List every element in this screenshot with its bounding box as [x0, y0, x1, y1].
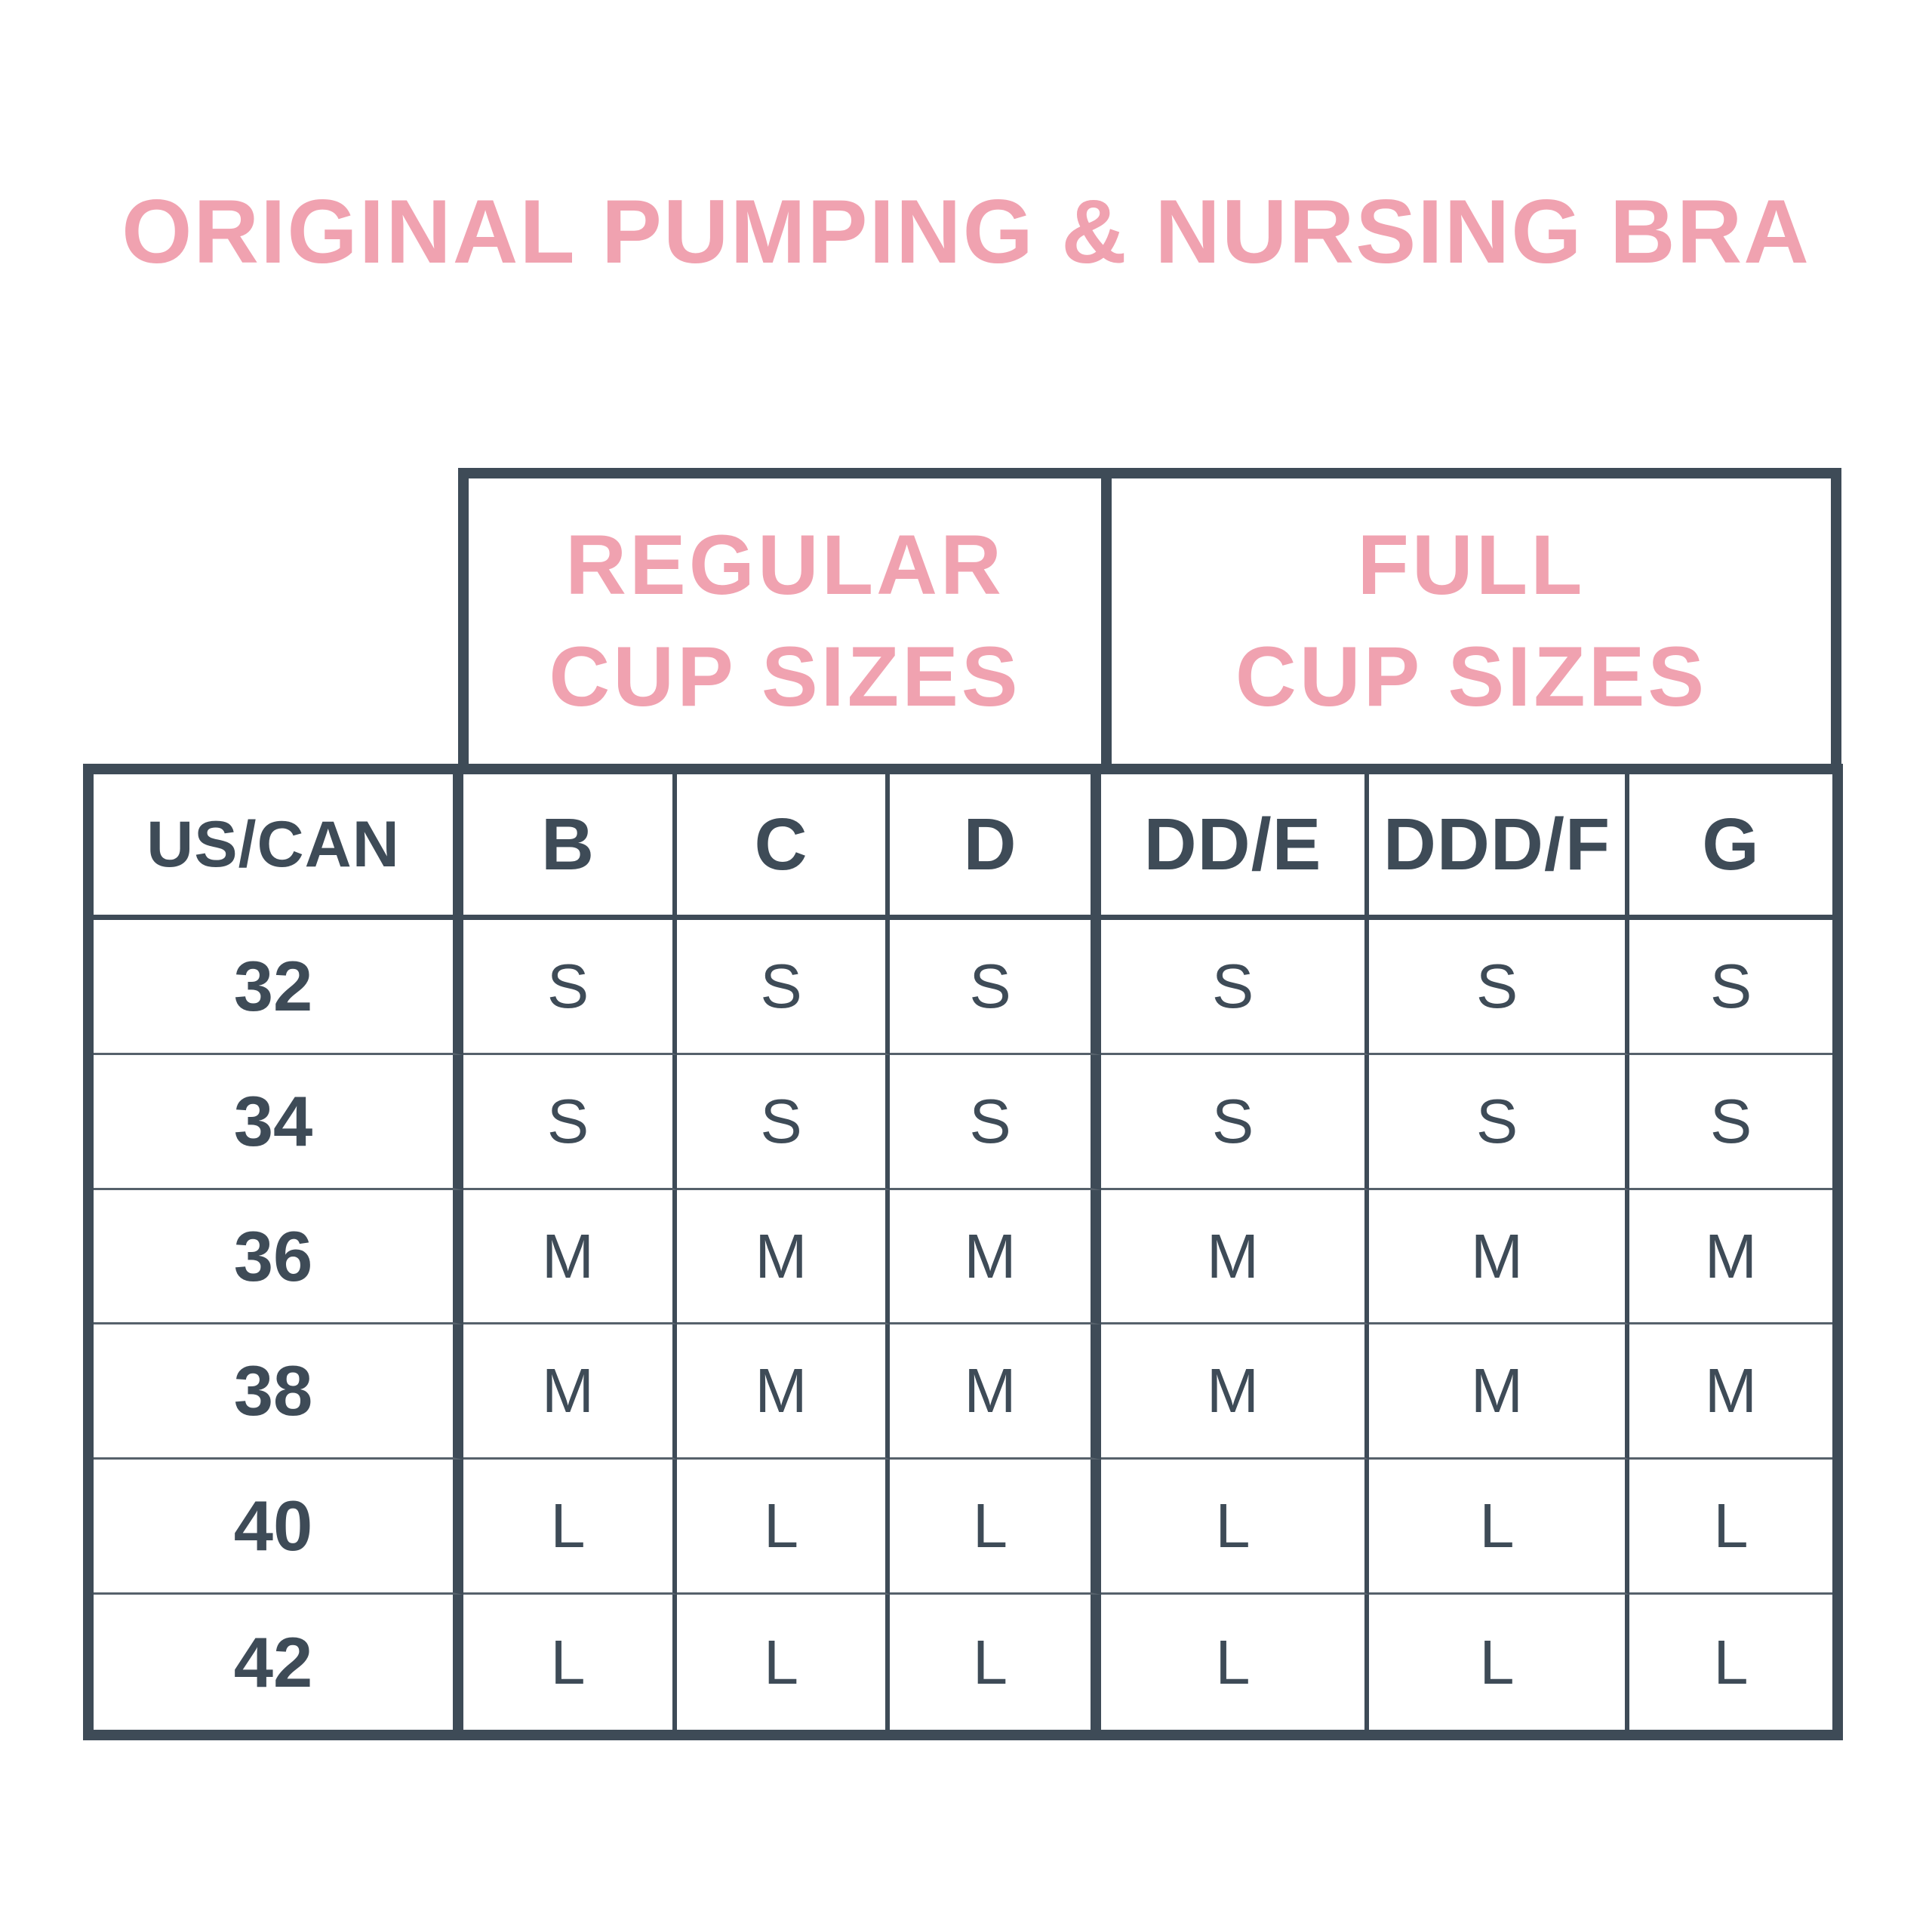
size-value-cell: S: [463, 920, 677, 1055]
size-value-cell: M: [1629, 1324, 1832, 1460]
cup-header-cell-d: D: [890, 774, 1101, 920]
size-value-cell: S: [677, 1054, 890, 1190]
cup-header-cell-dde: DD/E: [1101, 774, 1369, 920]
size-value-cell: M: [463, 1189, 677, 1325]
size-value-cell: L: [463, 1595, 677, 1730]
size-value-cell: M: [677, 1189, 890, 1325]
size-value-cell: M: [677, 1324, 890, 1460]
size-value-cell: L: [677, 1460, 890, 1595]
group-header-full: FULL CUP SIZES: [1112, 478, 1831, 764]
band-label-cell: 36: [94, 1189, 463, 1325]
size-value-cell: S: [890, 1054, 1101, 1190]
size-value-cell: S: [1369, 1054, 1629, 1190]
size-value-cell: L: [1629, 1595, 1832, 1730]
cup-header-cell-c: C: [677, 774, 890, 920]
size-value-cell: S: [890, 920, 1101, 1055]
size-value-cell: L: [1369, 1460, 1629, 1595]
size-value-cell: M: [1629, 1189, 1832, 1325]
size-value-cell: S: [463, 1054, 677, 1190]
size-value-cell: L: [1101, 1595, 1369, 1730]
size-value-cell: L: [677, 1595, 890, 1730]
size-chart-table: US/CAN B C D DD/E DDD/F G 32 S S S S S S…: [83, 764, 1843, 1740]
cup-header-cell-g: G: [1629, 774, 1832, 920]
band-label-cell: 32: [94, 920, 463, 1055]
size-value-cell: S: [677, 920, 890, 1055]
size-value-cell: L: [890, 1460, 1101, 1595]
size-value-cell: L: [1369, 1595, 1629, 1730]
size-value-cell: L: [1101, 1460, 1369, 1595]
corner-header-cell: US/CAN: [94, 774, 463, 920]
group-header-regular: REGULAR CUP SIZES: [469, 478, 1112, 764]
size-value-cell: L: [1629, 1460, 1832, 1595]
size-value-cell: M: [1369, 1189, 1629, 1325]
cup-header-cell-b: B: [463, 774, 677, 920]
group-header-line: FULL: [1357, 518, 1586, 613]
size-value-cell: L: [463, 1460, 677, 1595]
size-value-cell: M: [1101, 1189, 1369, 1325]
band-label-cell: 40: [94, 1460, 463, 1595]
band-label-cell: 42: [94, 1595, 463, 1730]
size-value-cell: L: [890, 1595, 1101, 1730]
group-header-row: REGULAR CUP SIZES FULL CUP SIZES: [458, 468, 1841, 764]
size-value-cell: M: [890, 1324, 1101, 1460]
group-header-line: CUP SIZES: [549, 629, 1021, 724]
group-header-line: CUP SIZES: [1235, 629, 1708, 724]
cup-header-cell-dddf: DDD/F: [1369, 774, 1629, 920]
page-title: ORIGINAL PUMPING & NURSING BRA: [122, 181, 1810, 282]
size-value-cell: S: [1369, 920, 1629, 1055]
band-label-cell: 38: [94, 1324, 463, 1460]
band-label-cell: 34: [94, 1054, 463, 1190]
size-value-cell: S: [1101, 920, 1369, 1055]
size-value-cell: M: [463, 1324, 677, 1460]
size-value-cell: S: [1629, 920, 1832, 1055]
size-value-cell: M: [1101, 1324, 1369, 1460]
size-value-cell: S: [1101, 1054, 1369, 1190]
size-value-cell: M: [890, 1189, 1101, 1325]
size-value-cell: S: [1629, 1054, 1832, 1190]
group-header-line: REGULAR: [565, 518, 1004, 613]
size-value-cell: M: [1369, 1324, 1629, 1460]
